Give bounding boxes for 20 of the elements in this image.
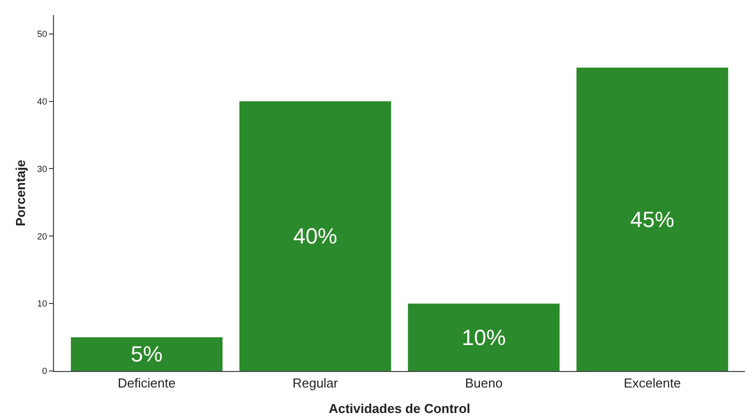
x-tick-label: Regular xyxy=(292,376,339,391)
y-axis-title: Porcentaje xyxy=(13,160,28,226)
y-tick-label: 20 xyxy=(37,231,48,242)
y-tick-label: 0 xyxy=(42,366,48,376)
x-tick-label: Deficiente xyxy=(118,376,176,391)
bar xyxy=(576,68,728,371)
x-axis-title: Actividades de Control xyxy=(328,401,470,416)
bar xyxy=(70,337,223,371)
data-label: 5% xyxy=(130,342,163,367)
bar xyxy=(408,304,560,371)
data-label: 45% xyxy=(630,206,674,232)
y-tick-label: 40 xyxy=(37,96,48,106)
y-tick-label: 50 xyxy=(37,29,48,40)
x-tick-label: Bueno xyxy=(464,376,503,391)
data-label: 40% xyxy=(293,224,338,249)
y-tick-label: 10 xyxy=(37,298,48,309)
data-label: 10% xyxy=(462,324,506,350)
y-tick-label: 30 xyxy=(37,164,48,174)
x-tick-label: Excelente xyxy=(624,376,681,391)
bar xyxy=(239,101,392,371)
